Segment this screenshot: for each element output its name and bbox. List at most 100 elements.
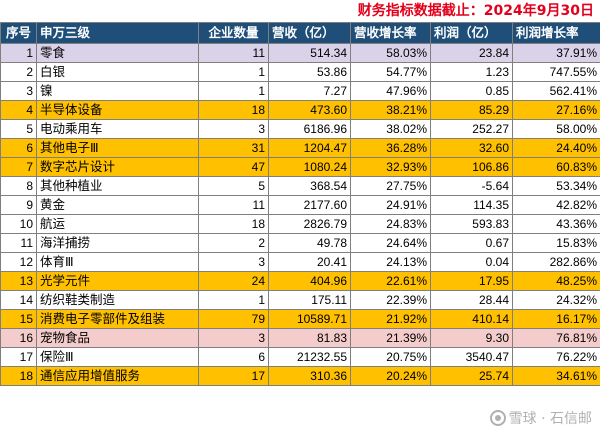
cell-count: 11	[198, 195, 269, 215]
cell-profit-growth: 37.91%	[512, 43, 600, 63]
watermark: 雪球 · 石信邮	[489, 408, 592, 428]
cell-revenue-growth: 38.21%	[350, 100, 431, 120]
cell-profit-growth: 48.25%	[512, 271, 600, 291]
table-row: 7 数字芯片设计 47 1080.24 32.93% 106.86 60.83%	[0, 157, 600, 177]
table-row: 10 航运 18 2826.79 24.83% 593.83 43.36%	[0, 214, 600, 234]
cell-index: 2	[0, 62, 37, 82]
cell-revenue: 514.34	[268, 43, 351, 63]
table-row: 14 纺织鞋类制造 1 175.11 22.39% 28.44 24.32%	[0, 290, 600, 310]
cell-index: 11	[0, 233, 37, 253]
cell-count: 79	[198, 309, 269, 329]
cell-revenue-growth: 24.91%	[350, 195, 431, 215]
cell-revenue: 81.83	[268, 328, 351, 348]
cell-index: 10	[0, 214, 37, 234]
cell-industry: 数字芯片设计	[36, 157, 199, 177]
cell-revenue-growth: 20.24%	[350, 366, 431, 386]
cell-index: 12	[0, 252, 37, 272]
cell-revenue: 53.86	[268, 62, 351, 82]
cell-profit-growth: 27.16%	[512, 100, 600, 120]
cell-revenue-growth: 21.92%	[350, 309, 431, 329]
cell-count: 1	[198, 81, 269, 101]
header-revenue: 营收（亿）	[268, 22, 351, 44]
cell-revenue-growth: 47.96%	[350, 81, 431, 101]
cell-revenue-growth: 21.39%	[350, 328, 431, 348]
table-row: 8 其他种植业 5 368.54 27.75% -5.64 53.34%	[0, 176, 600, 196]
cell-profit-growth: 34.61%	[512, 366, 600, 386]
cell-industry: 半导体设备	[36, 100, 199, 120]
cell-profit-growth: 43.36%	[512, 214, 600, 234]
table-row: 5 电动乘用车 3 6186.96 38.02% 252.27 58.00%	[0, 119, 600, 139]
cell-industry: 纺织鞋类制造	[36, 290, 199, 310]
cell-industry: 其他电子Ⅲ	[36, 138, 199, 158]
cell-profit: 85.29	[430, 100, 513, 120]
cell-count: 3	[198, 328, 269, 348]
cell-index: 14	[0, 290, 37, 310]
financial-table: 序号 申万三级 企业数量 营收（亿） 营收增长率 利润（亿） 利润增长率 1 零食…	[0, 22, 600, 386]
cell-revenue-growth: 38.02%	[350, 119, 431, 139]
cell-profit-growth: 24.40%	[512, 138, 600, 158]
header-profit: 利润（亿）	[430, 22, 513, 44]
cell-profit-growth: 16.17%	[512, 309, 600, 329]
cell-profit: -5.64	[430, 176, 513, 196]
cell-profit: 17.95	[430, 271, 513, 291]
table-row: 4 半导体设备 18 473.60 38.21% 85.29 27.16%	[0, 100, 600, 120]
cell-profit: 23.84	[430, 43, 513, 63]
snowball-logo-icon	[489, 410, 506, 426]
cell-profit: 28.44	[430, 290, 513, 310]
table-row: 15 消费电子零部件及组装 79 10589.71 21.92% 410.14 16.17%	[0, 309, 600, 329]
cell-count: 5	[198, 176, 269, 196]
cell-revenue: 6186.96	[268, 119, 351, 139]
cell-index: 6	[0, 138, 37, 158]
cell-profit-growth: 747.55%	[512, 62, 600, 82]
cell-index: 16	[0, 328, 37, 348]
cell-revenue-growth: 20.75%	[350, 347, 431, 367]
table-row: 13 光学元件 24 404.96 22.61% 17.95 48.25%	[0, 271, 600, 291]
table-row: 3 镍 1 7.27 47.96% 0.85 562.41%	[0, 81, 600, 101]
table-header-row: 序号 申万三级 企业数量 营收（亿） 营收增长率 利润（亿） 利润增长率	[0, 22, 600, 44]
cell-count: 3	[198, 252, 269, 272]
cell-profit-growth: 53.34%	[512, 176, 600, 196]
cell-revenue: 7.27	[268, 81, 351, 101]
table-row: 6 其他电子Ⅲ 31 1204.47 36.28% 32.60 24.40%	[0, 138, 600, 158]
cell-revenue: 21232.55	[268, 347, 351, 367]
cell-profit-growth: 42.82%	[512, 195, 600, 215]
cell-revenue-growth: 24.64%	[350, 233, 431, 253]
cell-revenue-growth: 22.61%	[350, 271, 431, 291]
cell-profit: 1.23	[430, 62, 513, 82]
cell-revenue: 2826.79	[268, 214, 351, 234]
cell-index: 18	[0, 366, 37, 386]
table-row: 17 保险Ⅲ 6 21232.55 20.75% 3540.47 76.22%	[0, 347, 600, 367]
cell-profit-growth: 282.86%	[512, 252, 600, 272]
cell-count: 11	[198, 43, 269, 63]
cell-industry: 黄金	[36, 195, 199, 215]
cell-industry: 宠物食品	[36, 328, 199, 348]
table-row: 9 黄金 11 2177.60 24.91% 114.35 42.82%	[0, 195, 600, 215]
cell-industry: 零食	[36, 43, 199, 63]
cell-profit-growth: 15.83%	[512, 233, 600, 253]
cell-count: 1	[198, 62, 269, 82]
table-row: 1 零食 11 514.34 58.03% 23.84 37.91%	[0, 43, 600, 63]
cell-revenue: 175.11	[268, 290, 351, 310]
cell-revenue-growth: 58.03%	[350, 43, 431, 63]
cell-count: 24	[198, 271, 269, 291]
cell-count: 1	[198, 290, 269, 310]
cell-industry: 其他种植业	[36, 176, 199, 196]
cell-count: 2	[198, 233, 269, 253]
table-row: 16 宠物食品 3 81.83 21.39% 9.30 76.81%	[0, 328, 600, 348]
header-revenue-growth: 营收增长率	[350, 22, 431, 44]
cell-revenue: 368.54	[268, 176, 351, 196]
cell-revenue-growth: 22.39%	[350, 290, 431, 310]
cell-profit: 25.74	[430, 366, 513, 386]
cell-index: 5	[0, 119, 37, 139]
watermark-text: 雪球 · 石信邮	[508, 411, 592, 427]
data-cutoff-note: 财务指标数据截止：2024年9月30日	[357, 3, 594, 19]
cell-revenue: 10589.71	[268, 309, 351, 329]
cell-profit-growth: 76.22%	[512, 347, 600, 367]
cell-revenue: 1080.24	[268, 157, 351, 177]
cell-profit: 0.67	[430, 233, 513, 253]
cell-index: 8	[0, 176, 37, 196]
cell-industry: 航运	[36, 214, 199, 234]
cell-revenue: 404.96	[268, 271, 351, 291]
cell-revenue-growth: 24.13%	[350, 252, 431, 272]
cell-industry: 海洋捕捞	[36, 233, 199, 253]
